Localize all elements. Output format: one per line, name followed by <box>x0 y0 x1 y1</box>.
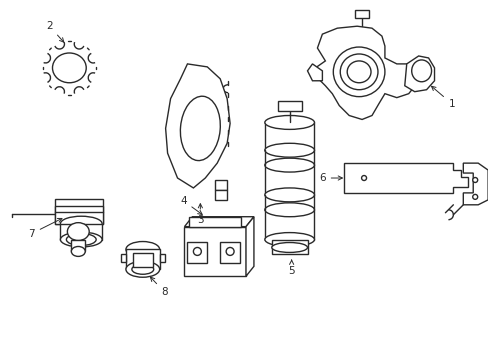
Ellipse shape <box>265 233 315 247</box>
Ellipse shape <box>473 194 478 199</box>
Polygon shape <box>464 163 488 205</box>
Bar <box>72 239 85 251</box>
Polygon shape <box>308 64 322 81</box>
Text: 5: 5 <box>288 260 295 276</box>
Text: 2: 2 <box>46 21 64 42</box>
Ellipse shape <box>347 61 371 83</box>
Ellipse shape <box>194 247 201 255</box>
Ellipse shape <box>265 188 315 202</box>
Bar <box>188 242 207 264</box>
Bar <box>55 206 103 224</box>
Ellipse shape <box>60 216 102 231</box>
Ellipse shape <box>126 242 160 257</box>
Ellipse shape <box>60 232 102 247</box>
Bar <box>215 190 227 200</box>
Ellipse shape <box>68 223 89 240</box>
Bar <box>160 255 165 262</box>
Ellipse shape <box>265 116 315 129</box>
Polygon shape <box>166 64 230 188</box>
Text: 6: 6 <box>319 173 343 183</box>
Polygon shape <box>246 217 254 276</box>
Bar <box>272 239 308 255</box>
Bar <box>265 165 315 195</box>
Text: 3: 3 <box>197 204 204 225</box>
Text: 1: 1 <box>432 86 455 109</box>
Bar <box>190 217 241 227</box>
Ellipse shape <box>333 47 385 96</box>
Bar <box>55 199 103 224</box>
Bar <box>278 100 301 111</box>
Ellipse shape <box>362 176 367 180</box>
Text: 4: 4 <box>180 196 202 215</box>
Bar <box>355 10 369 18</box>
Bar <box>126 249 160 269</box>
Bar <box>184 227 246 276</box>
Text: 8: 8 <box>150 277 168 297</box>
Ellipse shape <box>473 177 478 183</box>
Bar <box>265 210 315 239</box>
Ellipse shape <box>412 60 432 82</box>
Ellipse shape <box>52 53 86 83</box>
Polygon shape <box>405 56 435 92</box>
Bar <box>60 224 102 239</box>
Polygon shape <box>344 163 468 193</box>
Ellipse shape <box>272 243 308 252</box>
Ellipse shape <box>132 264 154 274</box>
Bar <box>133 253 153 267</box>
Ellipse shape <box>72 247 85 256</box>
Bar <box>265 122 315 150</box>
Ellipse shape <box>265 203 315 217</box>
Ellipse shape <box>126 261 160 277</box>
Ellipse shape <box>66 234 96 246</box>
Ellipse shape <box>180 96 220 161</box>
Bar <box>215 180 227 190</box>
Ellipse shape <box>265 143 315 157</box>
Ellipse shape <box>340 54 378 90</box>
Ellipse shape <box>226 247 234 255</box>
Ellipse shape <box>265 158 315 172</box>
Bar <box>121 255 126 262</box>
Polygon shape <box>184 217 254 227</box>
Text: 7: 7 <box>28 219 62 239</box>
Bar <box>220 242 240 264</box>
Polygon shape <box>316 26 416 120</box>
